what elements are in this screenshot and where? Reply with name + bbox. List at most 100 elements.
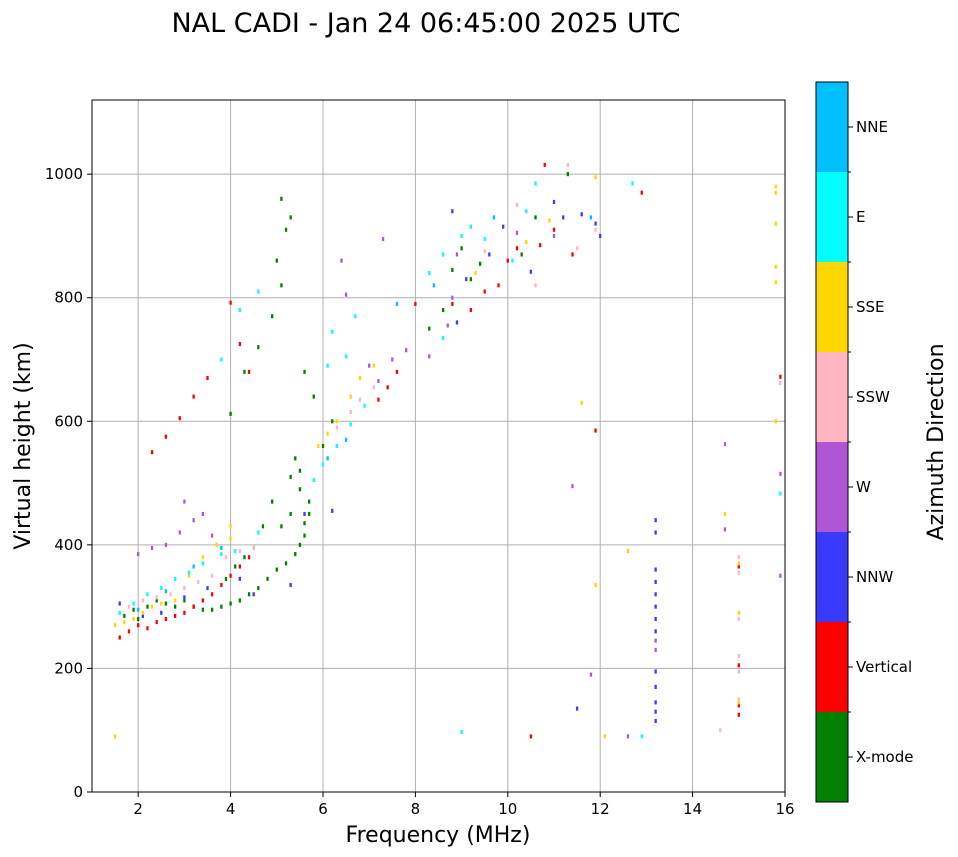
data-point [451,209,454,214]
data-point [654,669,657,674]
data-point [460,246,463,251]
data-point [654,518,657,523]
data-point [289,215,292,220]
data-point [737,654,740,659]
data-point [317,443,320,449]
data-point [344,437,348,442]
data-point [779,380,782,386]
colorbar-segment [816,82,848,172]
data-point [395,369,399,374]
data-point [511,258,514,263]
data-point [155,595,158,600]
data-point [229,573,232,578]
data-point [552,233,556,238]
data-point [321,462,325,467]
data-point [183,598,186,603]
data-point [469,224,472,229]
data-point [737,663,740,668]
y-tick-label: 0 [73,783,83,801]
data-point [589,672,593,677]
data-point [326,431,329,436]
data-point [164,601,168,606]
data-point [469,308,472,313]
data-point [654,616,657,622]
data-point [441,308,445,313]
data-point [326,456,329,461]
data-point [372,363,375,368]
data-point [599,233,602,238]
data-point [113,734,117,739]
data-point [654,684,657,690]
data-point [631,181,634,186]
data-point [451,267,454,272]
data-point [146,604,149,609]
data-point [525,209,528,214]
data-point [654,579,657,584]
data-point [331,508,334,513]
data-point [737,616,740,622]
data-point [257,289,260,294]
data-point [779,374,782,379]
data-point [571,252,574,257]
data-point [150,604,154,609]
data-point [368,363,371,368]
data-point [575,706,579,711]
data-point [303,511,306,517]
data-point [234,548,237,554]
data-point [515,246,519,251]
data-point [284,227,288,232]
colorbar-segment [816,172,848,262]
data-point [386,385,389,390]
data-point [414,301,417,306]
data-point [146,592,149,597]
data-point [779,491,782,496]
data-point [497,283,500,288]
data-point [446,323,449,328]
data-point [478,261,482,266]
data-points [113,162,782,739]
colorbar-tick-label: SSW [856,388,890,406]
data-point [654,530,657,535]
data-point [192,518,195,523]
data-point [428,270,431,276]
data-point [257,345,260,350]
data-point [502,224,505,229]
data-point [552,199,556,204]
data-point [455,252,459,257]
data-point [298,487,302,492]
data-point [303,521,306,526]
data-point [428,326,431,331]
data-point [312,394,315,399]
data-point [358,397,362,402]
chart-title: NAL CADI - Jan 24 06:45:00 2025 UTC [171,8,680,39]
data-point [515,202,519,208]
data-point [164,434,168,439]
data-point [141,598,144,603]
data-point [137,552,140,557]
y-tick-label: 800 [54,289,83,307]
data-point [774,280,777,285]
x-tick-label: 16 [775,800,794,818]
data-point [247,555,251,560]
data-point [594,582,597,588]
x-axis-label: Frequency (MHz) [346,823,531,848]
data-point [220,604,223,609]
data-point [257,586,260,591]
data-point [455,320,459,325]
data-point [377,397,380,402]
data-point [160,586,163,591]
data-point [206,586,209,591]
colorbar-tick-label: NNW [856,568,893,586]
data-point [594,227,597,232]
data-point [534,283,537,288]
data-point [774,190,777,195]
data-point [174,598,177,603]
data-point [774,221,777,226]
data-point [566,162,570,167]
data-point [178,530,181,535]
data-point [654,567,657,572]
data-point [469,277,472,282]
data-point [515,230,519,235]
colorbar-tick-label: SSE [856,298,885,316]
x-tick-label: 8 [411,800,421,818]
